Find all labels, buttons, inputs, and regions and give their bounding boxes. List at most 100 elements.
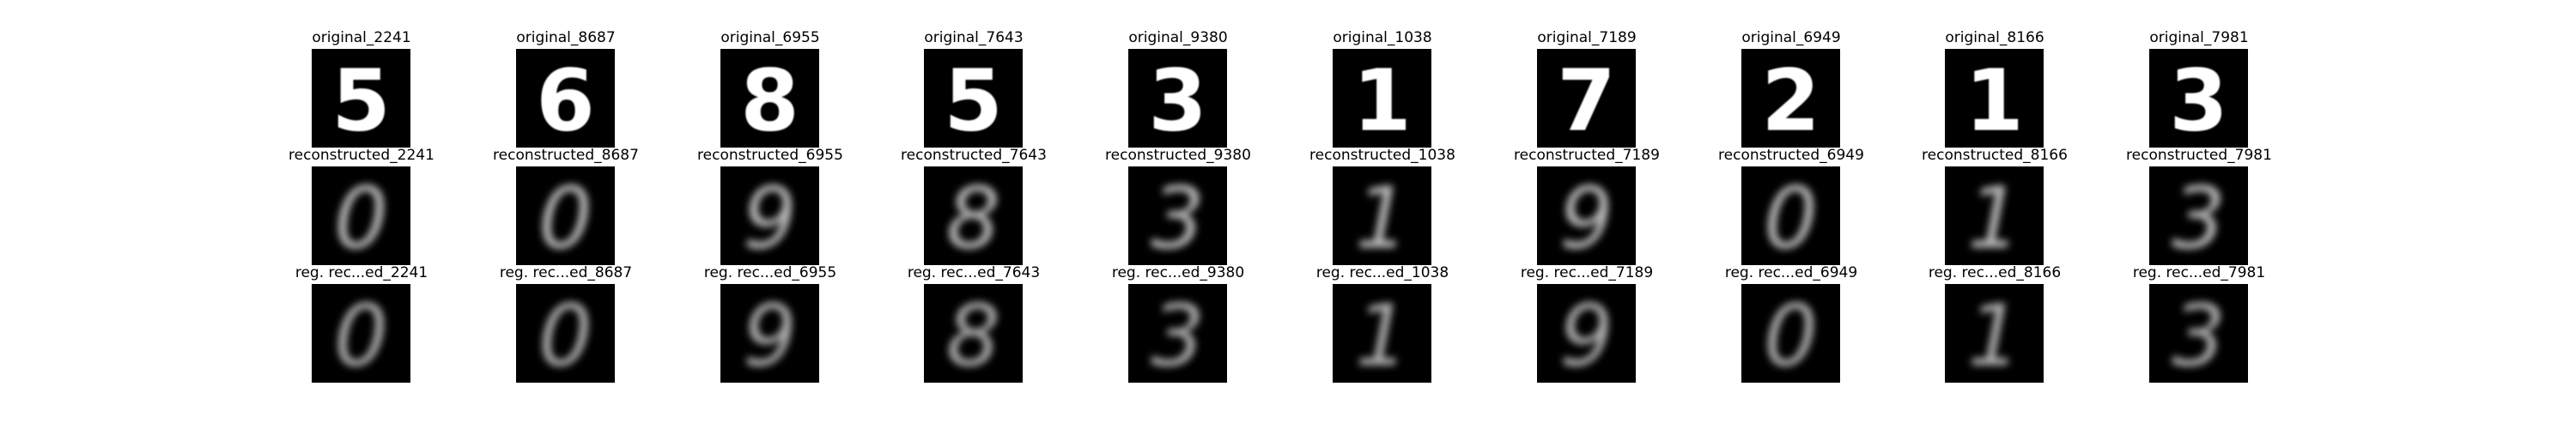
regularized-digit-image: 0 (312, 284, 410, 383)
digit-glyph: 1 (1967, 287, 2021, 383)
digit-glyph: 8 (946, 170, 1000, 265)
digit-glyph: 1 (1967, 170, 2021, 265)
digit-glyph: 9 (743, 170, 797, 265)
image-background (1945, 49, 2044, 148)
digit-glyph: 5 (944, 52, 1003, 148)
image-background (924, 284, 1023, 383)
image-background (1333, 284, 1431, 383)
digit-glyph: 9 (1559, 287, 1613, 383)
regularized-digit-image: 3 (2149, 284, 2248, 383)
digit-glyph: 3 (2169, 52, 2228, 148)
reconstructed-digit-image: 0 (516, 166, 615, 265)
image-background (1537, 284, 1636, 383)
image-background (720, 166, 819, 265)
original-digit-image: 6 (516, 49, 615, 148)
reconstructed-digit-image: 1 (1945, 166, 2044, 265)
image-background (2149, 166, 2248, 265)
panel-title: reconstructed_1038 (1309, 147, 1455, 164)
original-digit-image: 1 (1333, 49, 1431, 148)
digit-glyph: 2 (1761, 52, 1820, 148)
digit-glyph: 1 (1355, 287, 1409, 383)
reconstructed-digit-image: 8 (924, 166, 1023, 265)
panel-title: reg. rec...ed_6955 (703, 264, 837, 281)
original-digit-image: 7 (1537, 49, 1636, 148)
regularized-digit-image: 9 (720, 284, 819, 383)
panel-title: reconstructed_7643 (901, 147, 1047, 164)
reconstructed-digit-image: 0 (312, 166, 410, 265)
regularized-digit-image: 1 (1945, 284, 2044, 383)
regularized-digit-image: 3 (1128, 284, 1227, 383)
image-background (312, 284, 410, 383)
panel-title: original_6949 (1741, 29, 1841, 46)
panel-title: reg. rec...ed_8166 (1928, 264, 2062, 281)
digit-glyph: 0 (334, 170, 388, 265)
reconstructed-digit-image: 9 (720, 166, 819, 265)
image-background (924, 166, 1023, 265)
panel-title: reconstructed_6955 (697, 147, 843, 164)
regularized-digit-image: 0 (1741, 284, 1840, 383)
digit-glyph: 1 (1352, 52, 1412, 148)
image-background (2149, 49, 2248, 148)
panel-title: reg. rec...ed_7189 (1520, 264, 1654, 281)
image-background (2149, 284, 2248, 383)
image-background (1945, 166, 2044, 265)
panel-title: reg. rec...ed_2241 (295, 264, 428, 281)
panel-title: original_8166 (1945, 29, 2044, 46)
image-background (720, 49, 819, 148)
reconstructed-digit-image: 1 (1333, 166, 1431, 265)
panel-title: original_7981 (2149, 29, 2249, 46)
panel-title: reg. rec...ed_7643 (907, 264, 1041, 281)
digit-glyph: 8 (946, 287, 1000, 383)
original-digit-image: 2 (1741, 49, 1840, 148)
digit-glyph: 8 (740, 52, 799, 148)
image-background (312, 166, 410, 265)
original-digit-image: 3 (2149, 49, 2248, 148)
digit-glyph: 7 (1557, 52, 1616, 148)
original-digit-image: 3 (1128, 49, 1227, 148)
image-background (1128, 284, 1227, 383)
digit-glyph: 5 (331, 52, 391, 148)
image-background (1333, 166, 1431, 265)
digit-glyph: 3 (2172, 287, 2226, 383)
image-background (1128, 49, 1227, 148)
image-background (516, 49, 615, 148)
original-digit-image: 5 (312, 49, 410, 148)
panel-title: original_8687 (516, 29, 616, 46)
panel-title: reconstructed_7981 (2126, 147, 2272, 164)
panel-title: original_6955 (720, 29, 820, 46)
image-background (1333, 49, 1431, 148)
digit-glyph: 0 (538, 287, 592, 383)
panel-title: reconstructed_6949 (1718, 147, 1864, 164)
original-digit-image: 8 (720, 49, 819, 148)
image-background (1945, 284, 2044, 383)
panel-title: reconstructed_8687 (493, 147, 639, 164)
panel-title: reconstructed_9380 (1105, 147, 1251, 164)
digit-glyph: 9 (1559, 170, 1613, 265)
panel-title: reg. rec...ed_6949 (1724, 264, 1858, 281)
panel-title: reg. rec...ed_7981 (2132, 264, 2266, 281)
panel-title: reg. rec...ed_1038 (1315, 264, 1449, 281)
reconstructed-digit-image: 3 (1128, 166, 1227, 265)
panel-title: original_1038 (1333, 29, 1432, 46)
image-background (516, 284, 615, 383)
panel-title: reg. rec...ed_8687 (499, 264, 633, 281)
reconstructed-digit-image: 0 (1741, 166, 1840, 265)
digit-glyph: 3 (1148, 52, 1207, 148)
panel-title: original_9380 (1128, 29, 1228, 46)
digit-glyph: 6 (536, 52, 595, 148)
reconstructed-digit-image: 3 (2149, 166, 2248, 265)
panel-title: original_2241 (312, 29, 411, 46)
image-background (720, 284, 819, 383)
image-background (1537, 49, 1636, 148)
reconstructed-digit-image: 9 (1537, 166, 1636, 265)
image-background (1128, 166, 1227, 265)
regularized-digit-image: 8 (924, 284, 1023, 383)
regularized-digit-image: 0 (516, 284, 615, 383)
image-background (1741, 49, 1840, 148)
original-digit-image: 1 (1945, 49, 2044, 148)
panel-title: reconstructed_2241 (289, 147, 434, 164)
image-background (1741, 284, 1840, 383)
panel-title: reg. rec...ed_9380 (1111, 264, 1245, 281)
image-background (1741, 166, 1840, 265)
